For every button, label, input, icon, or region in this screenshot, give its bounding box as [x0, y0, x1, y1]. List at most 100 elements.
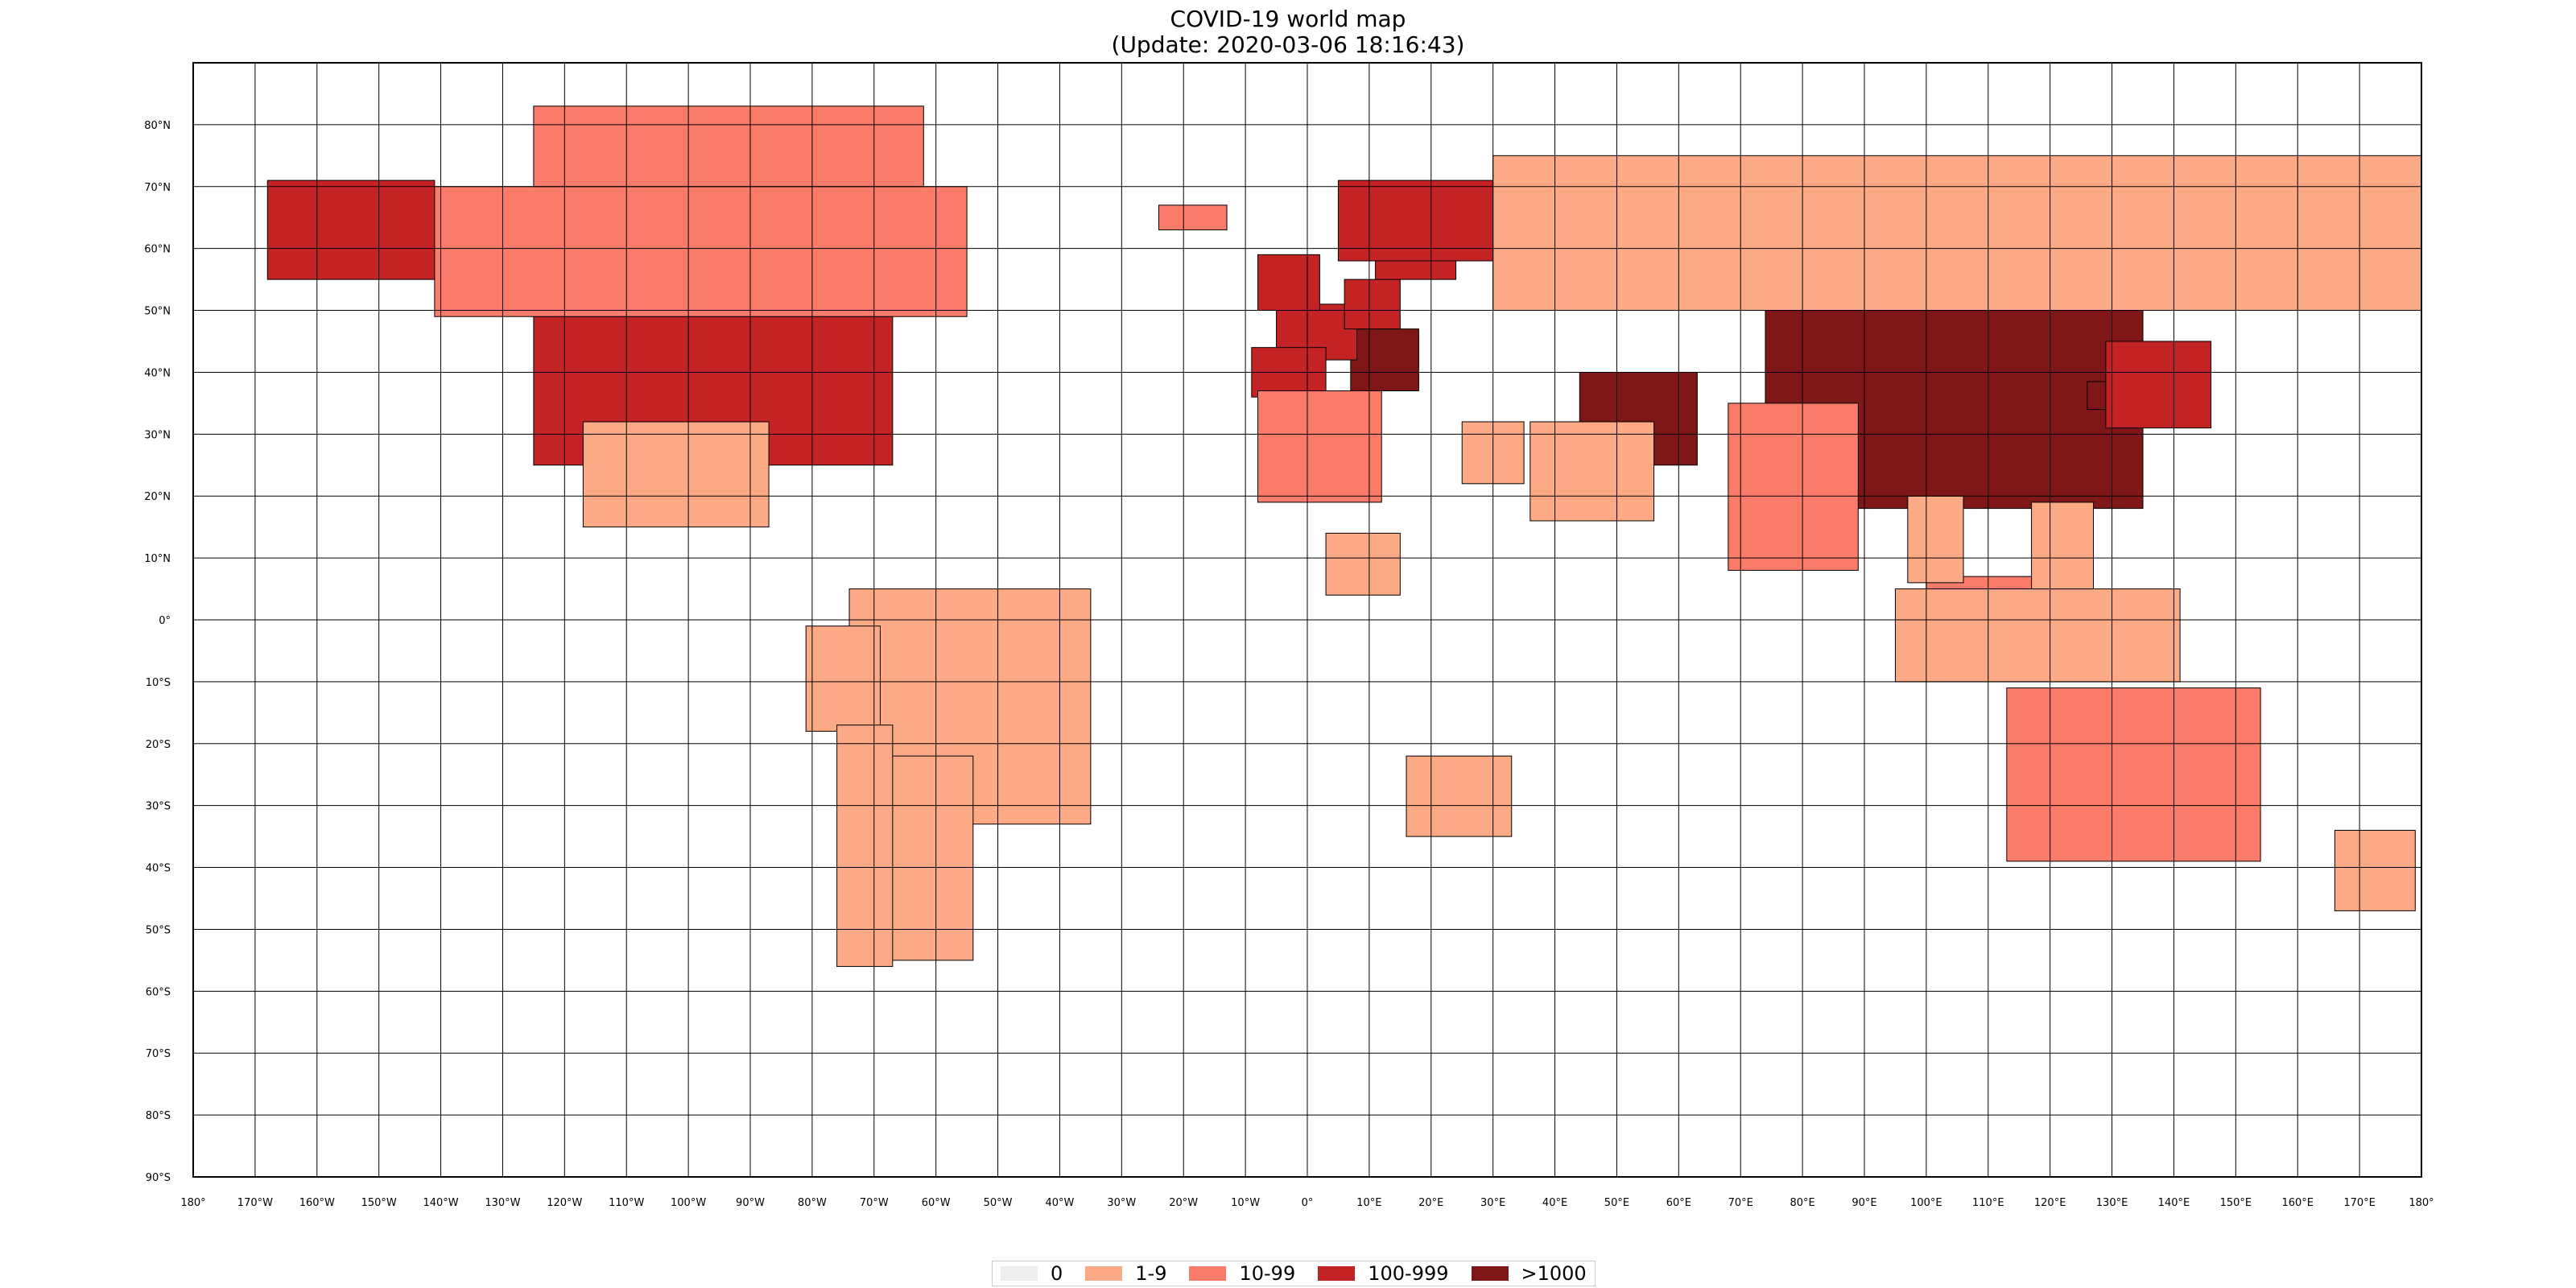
longitude-tick-label: 90°E [1852, 1197, 1876, 1209]
longitude-tick-label: 130°W [485, 1197, 520, 1209]
latitude-tick-label: 60°N [144, 244, 171, 256]
legend-label: 100-999 [1368, 1262, 1449, 1285]
legend-item: 10-99 [1189, 1262, 1295, 1285]
region-chile [836, 724, 894, 968]
longitude-tick-label: 70°E [1728, 1197, 1753, 1209]
longitude-tick-label: 140°W [423, 1197, 458, 1209]
longitude-tick-label: 120°E [2034, 1197, 2066, 1209]
latitude-tick-label: 30°S [146, 801, 171, 813]
region-indonesia [1894, 588, 2181, 683]
longitude-tick-label: 40°W [1045, 1197, 1074, 1209]
legend-item: 1-9 [1085, 1262, 1166, 1285]
legend-item: 0 [1001, 1262, 1063, 1285]
region-canadian-arctic [533, 105, 924, 188]
region-philippines [2031, 502, 2094, 590]
latitude-tick-label: 30°N [144, 429, 171, 441]
longitude-tick-label: 30°W [1107, 1197, 1136, 1209]
longitude-tick-label: 160°W [299, 1197, 335, 1209]
longitude-tick-label: 180° [2409, 1197, 2434, 1209]
map-subtitle: (Update: 2020-03-06 18:16:43) [1111, 31, 1465, 58]
legend-swatch [1001, 1266, 1038, 1281]
region-alaska [266, 180, 436, 280]
region-germany [1344, 279, 1401, 330]
latitude-tick-label: 40°N [144, 367, 171, 379]
region-thailand [1907, 495, 1964, 584]
longitude-tick-label: 130°E [2096, 1197, 2128, 1209]
latitude-tick-label: 20°N [144, 491, 171, 503]
region-saudi-arabia [1530, 421, 1655, 522]
region-russia [1492, 155, 2422, 312]
longitude-tick-label: 60°E [1666, 1197, 1691, 1209]
map-frame [192, 62, 2422, 1178]
legend-label: 10-99 [1239, 1262, 1296, 1285]
longitude-tick-label: 120°W [547, 1197, 582, 1209]
longitude-tick-label: 80°E [1790, 1197, 1814, 1209]
longitude-tick-label: 70°W [860, 1197, 889, 1209]
longitude-tick-label: 180° [180, 1197, 205, 1209]
legend-label: 1-9 [1135, 1262, 1167, 1285]
longitude-tick-label: 60°W [922, 1197, 951, 1209]
longitude-tick-labels: 180° 170°W 160°W 150°W 140°W 130°W 120°W 110°W 1… [180, 1197, 2434, 1209]
longitude-tick-label: 170°W [237, 1197, 273, 1209]
latitude-tick-labels: 80°N 70°N 60°N 50°N 40°N 30°N 20°N 10°N 0° 10°S 20… [144, 120, 171, 1184]
longitude-tick-label: 30°E [1480, 1197, 1505, 1209]
latitude-tick-label: 80°S [146, 1110, 171, 1122]
longitude-tick-label: 80°W [798, 1197, 827, 1209]
longitude-tick-label: 100°E [1910, 1197, 1942, 1209]
longitude-tick-label: 50°E [1604, 1197, 1629, 1209]
legend-label: 0 [1051, 1262, 1063, 1285]
legend-swatch [1471, 1266, 1509, 1281]
region-india [1728, 402, 1859, 571]
longitude-tick-label: 10°E [1356, 1197, 1381, 1209]
region-nigeria [1325, 532, 1401, 596]
latitude-tick-label: 60°S [146, 986, 171, 998]
longitude-tick-label: 100°W [671, 1197, 706, 1209]
legend-item: 100-999 [1318, 1262, 1449, 1285]
legend-label: >1000 [1521, 1262, 1587, 1285]
map-title-block: COVID-19 world map (Update: 2020-03-06 1… [0, 6, 2576, 58]
region-algeria [1257, 390, 1382, 503]
longitude-tick-label: 140°E [2158, 1197, 2190, 1209]
legend-swatch [1318, 1266, 1356, 1281]
longitude-tick-label: 90°W [736, 1197, 765, 1209]
map-title: COVID-19 world map [1170, 6, 1406, 32]
longitude-tick-label: 110°E [1972, 1197, 2004, 1209]
region-japan [2105, 341, 2212, 429]
legend-item: >1000 [1471, 1262, 1587, 1285]
graticule-grid [192, 62, 2422, 1178]
longitude-tick-label: 10°W [1231, 1197, 1260, 1209]
longitude-tick-label: 110°W [609, 1197, 644, 1209]
latitude-tick-label: 40°S [146, 863, 171, 875]
latitude-tick-label: 50°N [144, 306, 171, 318]
latitude-tick-label: 70°N [144, 182, 171, 194]
region-iceland [1158, 204, 1228, 231]
longitude-tick-label: 150°W [361, 1197, 397, 1209]
legend-swatch [1189, 1266, 1227, 1281]
longitude-tick-label: 0° [1302, 1197, 1314, 1209]
latitude-tick-label: 20°S [146, 739, 171, 751]
region-italy [1350, 328, 1419, 392]
latitude-tick-label: 10°S [146, 677, 171, 689]
region-norway [1337, 180, 1494, 262]
region-south-africa [1406, 755, 1513, 837]
region-peru [805, 625, 881, 732]
longitude-tick-label: 20°W [1169, 1197, 1198, 1209]
longitude-tick-label: 170°E [2343, 1197, 2376, 1209]
region-australia [2006, 687, 2261, 862]
region-canada [434, 186, 968, 317]
longitude-tick-label: 150°E [2220, 1197, 2252, 1209]
longitude-tick-label: 160°E [2281, 1197, 2314, 1209]
longitude-tick-label: 40°E [1542, 1197, 1567, 1209]
country-regions [266, 105, 2422, 968]
longitude-tick-label: 50°W [984, 1197, 1013, 1209]
latitude-tick-label: 50°S [146, 924, 171, 936]
region-new-zealand [2334, 829, 2416, 911]
latitude-tick-label: 90°S [146, 1172, 171, 1184]
legend: 0 1-9 10-99 100-999 >1000 [992, 1261, 1596, 1286]
legend-swatch [1085, 1266, 1123, 1281]
region-mexico [582, 421, 770, 528]
region-united-kingdom [1257, 254, 1320, 312]
longitude-tick-label: 20°E [1418, 1197, 1443, 1209]
latitude-tick-label: 0° [159, 615, 171, 627]
